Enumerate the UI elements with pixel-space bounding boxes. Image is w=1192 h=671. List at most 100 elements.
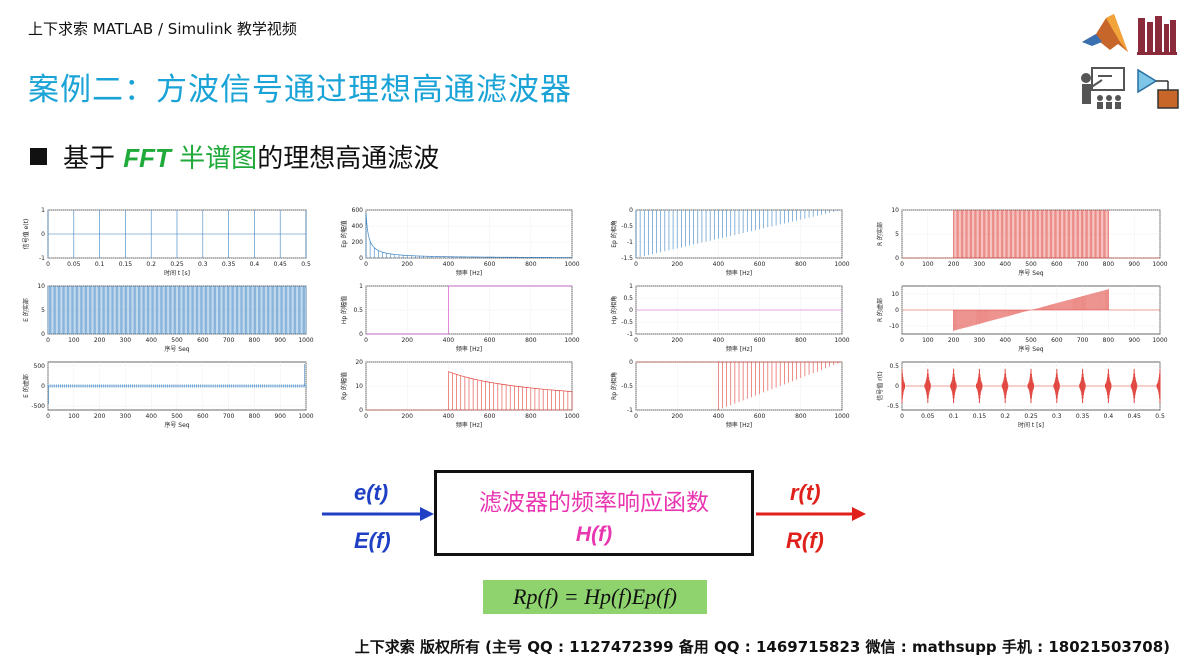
x-axis-label: 时间 t [s] xyxy=(164,269,190,277)
y-tick-label: 0 xyxy=(41,331,45,338)
x-tick-label: 1000 xyxy=(834,413,849,420)
y-axis-label: R 的实部 xyxy=(876,222,884,246)
y-axis-label: E 的实部 xyxy=(22,298,30,322)
x-tick-label: 0.1 xyxy=(949,413,959,420)
x-tick-label: 200 xyxy=(401,337,413,344)
y-axis-label: Rp 的幅值 xyxy=(340,372,348,400)
y-axis-label: Hp 的相角 xyxy=(610,296,618,324)
x-tick-label: 0.45 xyxy=(274,261,288,268)
bullet-mid: 半谱图 xyxy=(170,144,258,174)
y-tick-label: -1 xyxy=(627,331,633,338)
chart-r2c1: 0 100 200 300 400 500 600 700 800 900 1000 10 5 0 序号 S… xyxy=(22,283,314,353)
x-tick-label: 100 xyxy=(922,261,934,268)
x-tick-label: 200 xyxy=(401,413,413,420)
x-tick-label: 0 xyxy=(634,261,638,268)
filter-function: H(f) xyxy=(575,523,613,546)
y-tick-label: 0 xyxy=(895,255,899,262)
x-tick-label: 0.3 xyxy=(198,261,208,268)
y-axis-label: E 的虚部 xyxy=(22,374,30,398)
chart-r3c4: 0 0.05 0.1 0.15 0.2 0.25 0.3 0.35 0.4 0.45 0.5 0.5 0… xyxy=(876,361,1165,429)
x-tick-label: 800 xyxy=(525,413,537,420)
x-tick-label: 200 xyxy=(671,261,683,268)
x-axis-label: 频率 [Hz] xyxy=(456,345,482,353)
x-tick-label: 600 xyxy=(754,337,766,344)
x-tick-label: 1000 xyxy=(298,337,313,344)
footer: 上下求索 版权所有 (主号 QQ : 1127472399 备用 QQ : 14… xyxy=(355,636,1170,657)
x-tick-label: 0.2 xyxy=(146,261,156,268)
y-tick-label: 500 xyxy=(34,363,46,370)
x-tick-label: 900 xyxy=(274,337,286,344)
x-tick-label: 400 xyxy=(145,413,157,420)
x-tick-label: 0 xyxy=(46,261,50,268)
filter-title: 滤波器的频率响应函数 xyxy=(479,490,709,516)
y-tick-label: 1 xyxy=(629,283,633,290)
output-arrow xyxy=(756,507,866,521)
x-tick-label: 0.15 xyxy=(119,261,133,268)
page-title: 案例二：方波信号通过理想高通滤波器 xyxy=(28,72,572,108)
x-tick-label: 400 xyxy=(713,261,725,268)
x-tick-label: 0 xyxy=(364,413,368,420)
x-tick-label: 300 xyxy=(974,261,986,268)
y-tick-label: -0.5 xyxy=(621,383,633,390)
x-tick-label: 1000 xyxy=(564,337,579,344)
x-tick-label: 500 xyxy=(171,413,183,420)
formula: Rp(f) = Hp(f)Ep(f) xyxy=(483,580,707,614)
x-tick-label: 400 xyxy=(999,337,1011,344)
bullet-square-icon xyxy=(30,148,47,165)
x-tick-label: 800 xyxy=(525,337,537,344)
x-tick-label: 700 xyxy=(223,337,235,344)
y-tick-label: -1 xyxy=(627,239,633,246)
y-axis-label: 信号值 r(t) xyxy=(876,371,884,400)
x-tick-label: 200 xyxy=(948,261,960,268)
x-tick-label: 0 xyxy=(364,261,368,268)
x-tick-label: 400 xyxy=(999,261,1011,268)
y-tick-label: 0 xyxy=(629,359,633,366)
y-tick-label: 0 xyxy=(629,207,633,214)
x-axis-label: 频率 [Hz] xyxy=(726,269,752,277)
x-tick-label: 900 xyxy=(274,413,286,420)
x-tick-label: 400 xyxy=(443,261,455,268)
output-freq-label: R(f) xyxy=(786,528,824,553)
x-tick-label: 700 xyxy=(223,413,235,420)
y-tick-label: 0 xyxy=(41,231,45,238)
simulink-block-icon xyxy=(1137,68,1179,109)
x-tick-label: 700 xyxy=(1077,261,1089,268)
footer-owner: 上下求索 xyxy=(354,638,420,656)
y-tick-label: 0 xyxy=(895,383,899,390)
output-time-label: r(t) xyxy=(790,480,821,505)
x-tick-label: 200 xyxy=(948,337,960,344)
x-tick-label: 100 xyxy=(922,337,934,344)
y-tick-label: 1 xyxy=(359,283,363,290)
teacher-icon xyxy=(1081,67,1125,109)
x-tick-label: 0 xyxy=(900,337,904,344)
series-line xyxy=(366,285,572,335)
chart-r3c2: 0 200 400 600 800 1000 20 10 0 频率 [Hz] Rp 的幅值 xyxy=(340,359,580,429)
y-axis-label: Rp 的相角 xyxy=(610,372,618,400)
y-axis-label: 信号值 e(t) xyxy=(22,219,30,250)
x-tick-label: 300 xyxy=(120,413,132,420)
x-tick-label: 0.15 xyxy=(973,413,987,420)
x-tick-label: 300 xyxy=(120,337,132,344)
y-axis-label: Ep 的相角 xyxy=(610,220,618,248)
x-tick-label: 600 xyxy=(754,413,766,420)
x-tick-label: 500 xyxy=(1025,261,1037,268)
x-tick-label: 1000 xyxy=(298,413,313,420)
y-axis-label: Ep 的幅值 xyxy=(340,220,348,248)
x-tick-label: 0.25 xyxy=(170,261,184,268)
x-tick-label: 0.35 xyxy=(1076,413,1090,420)
x-tick-label: 700 xyxy=(1077,337,1089,344)
y-tick-label: 200 xyxy=(352,239,364,246)
y-tick-label: 5 xyxy=(41,307,45,314)
y-tick-label: 10 xyxy=(891,291,899,298)
x-axis-label: 频率 [Hz] xyxy=(726,421,752,429)
chart-r1c1: 0 0.05 0.1 0.15 0.2 0.25 0.3 0.35 0.4 0.45 0.510-1… xyxy=(22,207,311,277)
y-tick-label: -10 xyxy=(889,323,899,330)
x-axis-label: 时间 t [s] xyxy=(1018,421,1044,429)
x-axis-label: 序号 Seq xyxy=(164,421,189,429)
x-tick-label: 800 xyxy=(249,413,261,420)
x-tick-label: 600 xyxy=(484,337,496,344)
header-label: 上下求索 MATLAB / Simulink 教学视频 xyxy=(28,20,297,38)
x-tick-label: 200 xyxy=(671,337,683,344)
x-tick-label: 0 xyxy=(900,413,904,420)
y-tick-label: 5 xyxy=(895,231,899,238)
